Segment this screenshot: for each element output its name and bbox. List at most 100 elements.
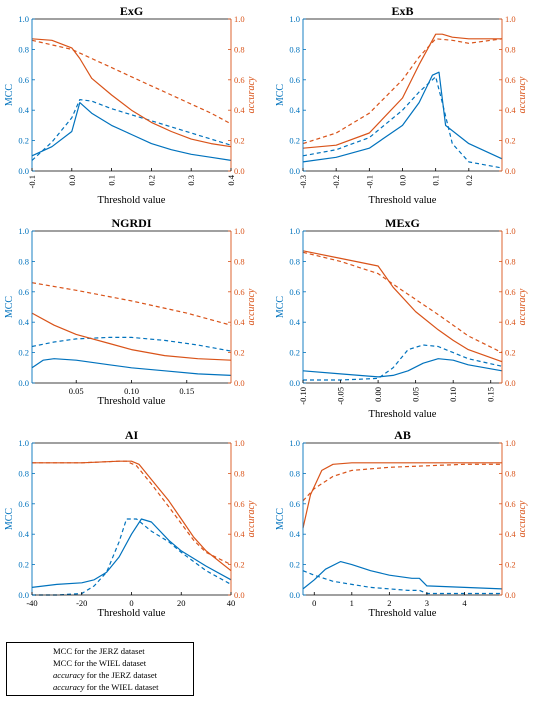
series-line	[302, 251, 503, 354]
x-tick-label: 4	[462, 598, 467, 608]
chart-figure: ExG 0.0 0.0 0.2 0.2 0.4 0.4 0.6 0.6 0.8 0.8 1.0 1.0 -…	[4, 4, 528, 619]
legend-item: MCC for the JERZ dataset	[11, 645, 189, 657]
y2-tick-label: 1.0	[505, 14, 516, 24]
y2-tick-label: 0.8	[505, 256, 516, 266]
y2-tick-label: 0.8	[234, 256, 245, 266]
series-line	[31, 358, 232, 376]
series-line	[302, 33, 502, 149]
x-tick-label: 0.05	[411, 387, 421, 402]
y-tick-label: 0.0	[289, 378, 300, 388]
x-tick-label: 0.05	[69, 386, 84, 396]
y2-tick-label: 1.0	[234, 226, 245, 236]
x-tick-label: 0.2	[464, 175, 474, 186]
legend-item: MCC for the WIEL dataset	[11, 657, 189, 669]
chart-legend: MCC for the JERZ dataset MCC for the WIE…	[6, 642, 194, 696]
y2-tick-label: 0.2	[234, 136, 245, 146]
y-tick-label: 0.6	[18, 75, 29, 85]
y-tick-label: 0.0	[289, 590, 300, 600]
x-tick-label: -0.1	[364, 175, 374, 188]
y2-tick-label: 0.6	[234, 499, 245, 509]
y-axis-label: MCC	[4, 84, 15, 107]
legend-prefix: MCC	[53, 646, 73, 656]
series-line	[31, 282, 232, 326]
y-tick-label: 0.2	[289, 136, 300, 146]
y-tick-label: 0.6	[289, 499, 300, 509]
series-line	[302, 560, 503, 590]
y2-tick-label: 0.0	[234, 590, 245, 600]
y2-axis-label: accuracy	[246, 288, 257, 325]
y-axis-label: MCC	[4, 508, 15, 531]
x-tick-label: 0.10	[124, 386, 139, 396]
series-line	[31, 98, 232, 161]
y-axis-label: MCC	[4, 296, 15, 319]
y2-axis-label: accuracy	[517, 288, 528, 325]
legend-prefix: accuracy	[53, 682, 85, 692]
series-line	[302, 462, 502, 529]
y2-tick-label: 0.8	[505, 468, 516, 478]
y-tick-label: 0.4	[289, 105, 300, 115]
y-tick-label: 1.0	[289, 438, 300, 448]
legend-item: accuracy for the WIEL dataset	[11, 681, 189, 693]
x-tick-label: 2	[387, 598, 391, 608]
x-tick-label: -20	[76, 598, 87, 608]
series-line	[31, 312, 232, 361]
x-tick-label: 1	[350, 598, 354, 608]
y-axis-label: MCC	[275, 508, 286, 531]
y-tick-label: 0.2	[289, 560, 300, 570]
x-axis-label: Threshold value	[98, 396, 166, 407]
y-tick-label: 0.8	[18, 468, 29, 478]
y-tick-label: 0.0	[18, 590, 29, 600]
chart-title: AI	[125, 428, 139, 442]
x-tick-label: 0.10	[448, 387, 458, 402]
y-tick-label: 1.0	[18, 14, 29, 24]
y-axis-label: MCC	[275, 296, 286, 319]
legend-suffix: for the WIEL dataset	[72, 658, 147, 668]
y2-tick-label: 0.0	[505, 378, 516, 388]
y2-tick-label: 0.0	[505, 590, 516, 600]
y2-tick-label: 0.0	[234, 378, 245, 388]
legend-suffix: for the JERZ dataset	[72, 646, 145, 656]
x-tick-label: 0.0	[67, 175, 77, 186]
series-line	[302, 570, 502, 595]
y-tick-label: 0.8	[289, 44, 300, 54]
y2-tick-label: 0.2	[234, 560, 245, 570]
y-tick-label: 1.0	[18, 226, 29, 236]
x-tick-label: 0.2	[146, 175, 156, 186]
x-tick-label: 0.3	[186, 175, 196, 186]
x-axis-label: Threshold value	[98, 608, 166, 619]
x-axis-label: Threshold value	[98, 195, 166, 206]
y2-tick-label: 0.4	[505, 317, 516, 327]
legend-item: accuracy for the JERZ dataset	[11, 669, 189, 681]
y2-tick-label: 0.8	[234, 44, 245, 54]
x-axis-label: Threshold value	[369, 409, 437, 420]
x-tick-label: 3	[425, 598, 429, 608]
y2-tick-label: 0.2	[505, 136, 516, 146]
y2-tick-label: 0.8	[234, 468, 245, 478]
y2-tick-label: 0.2	[234, 348, 245, 358]
series-line	[303, 344, 503, 381]
x-tick-label: -0.1	[27, 175, 37, 188]
y2-tick-label: 1.0	[234, 14, 245, 24]
series-line	[302, 463, 502, 502]
series-line	[31, 336, 232, 352]
x-tick-label: 0.1	[431, 175, 441, 186]
y-tick-label: 0.0	[18, 166, 29, 176]
legend-suffix: for the JERZ dataset	[84, 670, 158, 680]
y2-tick-label: 0.6	[505, 287, 516, 297]
y-tick-label: 1.0	[289, 14, 300, 24]
y-tick-label: 1.0	[289, 226, 300, 236]
chart-title: ExB	[391, 4, 413, 18]
y-tick-label: 0.2	[18, 348, 29, 358]
y2-tick-label: 0.2	[505, 560, 516, 570]
y2-tick-label: 0.0	[505, 166, 516, 176]
series-line	[31, 101, 232, 161]
series-line	[302, 38, 503, 145]
y-tick-label: 0.8	[18, 256, 29, 266]
y-tick-label: 0.2	[18, 136, 29, 146]
series-line	[302, 76, 503, 169]
x-tick-label: -0.10	[298, 387, 308, 405]
y2-tick-label: 0.4	[234, 105, 245, 115]
y2-axis-label: accuracy	[246, 500, 257, 537]
y2-tick-label: 1.0	[505, 438, 516, 448]
x-tick-label: 40	[227, 598, 236, 608]
